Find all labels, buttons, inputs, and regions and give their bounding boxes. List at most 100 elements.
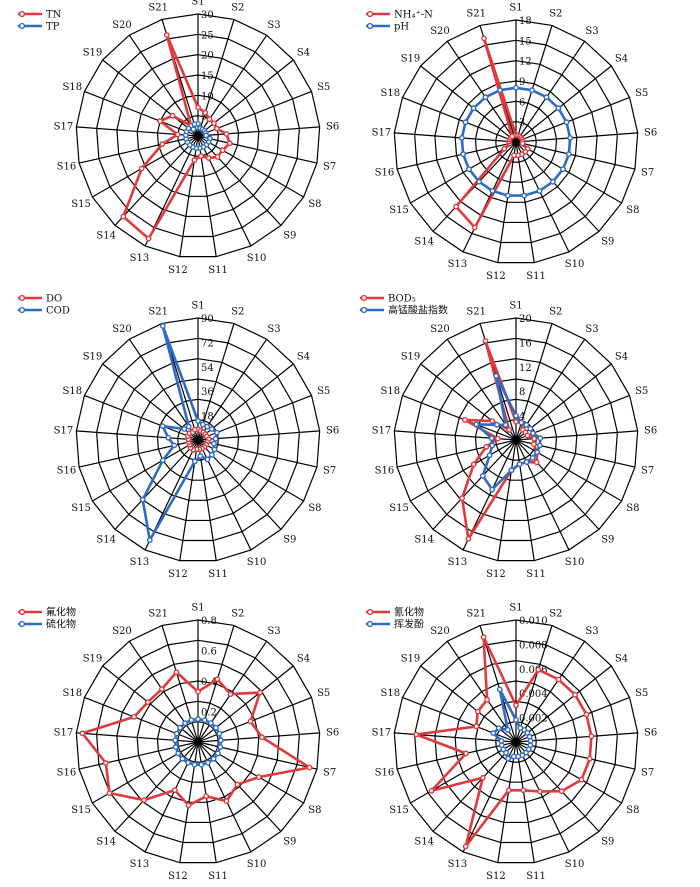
category-label-S13: S13: [448, 259, 468, 270]
radial-tick-label: 8: [519, 387, 525, 398]
data-point-高锰酸盐指数-S2: [518, 419, 525, 426]
spoke: [402, 696, 517, 743]
category-label-S10: S10: [565, 557, 585, 568]
category-label-S16: S16: [375, 768, 395, 779]
series-line-硫化物: [173, 717, 223, 766]
data-point-氟化物-S1: [195, 688, 201, 695]
spoke: [515, 141, 600, 232]
data-point-硫化物-S2: [201, 717, 208, 723]
category-label-S20: S20: [112, 324, 132, 335]
radial-tick-label: 30: [201, 10, 214, 21]
spoke: [515, 141, 636, 170]
data-point-BOD₅-S6: [531, 435, 538, 442]
data-point-氰化物-S15: [428, 787, 435, 794]
data-point-BOD₅-S16: [483, 443, 490, 450]
category-label-S9: S9: [601, 535, 614, 546]
radial-tick-label: 0.008: [519, 640, 548, 651]
data-point-硫化物-S18: [173, 730, 180, 737]
data-point-pH-S1: [513, 84, 519, 91]
category-label-S19: S19: [83, 653, 103, 664]
legend-label-硫化物: 硫化物: [46, 618, 76, 631]
grid-ring: [454, 680, 578, 803]
data-point-高锰酸盐指数-S19: [493, 421, 500, 428]
spoke: [197, 338, 268, 441]
category-label-S16: S16: [375, 466, 395, 477]
category-label-S7: S7: [323, 162, 336, 173]
category-label-S7: S7: [641, 466, 654, 477]
spoke: [462, 141, 517, 253]
spoke: [432, 141, 517, 232]
data-point-BOD₅-S7: [530, 441, 537, 447]
radial-tick-label: 0.4: [201, 677, 217, 688]
category-label-S18: S18: [381, 386, 401, 397]
data-point-硫化物-S8: [214, 750, 221, 757]
data-point-氰化物-S14: [479, 774, 486, 781]
category-label-S2: S2: [549, 307, 562, 318]
category-label-S9: S9: [601, 837, 614, 848]
data-point-高锰酸盐指数-S1: [513, 412, 519, 419]
category-label-S4: S4: [615, 653, 628, 664]
spoke: [197, 439, 217, 561]
category-label-S11: S11: [208, 265, 228, 276]
grid-ring: [454, 80, 578, 203]
category-label-S12: S12: [486, 871, 506, 882]
category-label-S21: S21: [466, 307, 486, 318]
data-point-pH-S16: [460, 151, 466, 158]
data-point-挥发酚-S21: [496, 686, 503, 693]
data-point-高锰酸盐指数-S13: [489, 486, 496, 493]
data-point-NH₄⁺-N-S21: [481, 35, 487, 42]
data-point-BOD₅-S5: [524, 432, 531, 439]
data-point-氰化物-S13: [462, 843, 469, 850]
grid-ring: [96, 337, 300, 542]
legend-label-BOD₅: BOD₅: [388, 294, 416, 305]
data-point-TN-S21: [163, 32, 170, 38]
data-point-氰化物-S21: [480, 634, 487, 640]
data-point-硫化物-S3: [207, 720, 214, 726]
grid-ring: [495, 419, 537, 461]
data-point-高锰酸盐指数-S3: [523, 421, 530, 428]
category-label-S15: S15: [389, 205, 409, 216]
radial-tick-label: 15: [201, 71, 214, 82]
data-point-TN-S18: [157, 118, 164, 125]
data-point-BOD₅-S20: [506, 426, 512, 433]
radial-tick-label: 90: [201, 314, 214, 325]
category-label-S21: S21: [148, 609, 168, 620]
data-point-氟化物-S20: [158, 686, 165, 692]
category-label-S19: S19: [401, 53, 421, 64]
data-point-COD-S10: [204, 456, 211, 463]
legend-marker: [366, 10, 374, 18]
grid-ring: [414, 639, 618, 844]
category-label-S14: S14: [96, 231, 116, 242]
category-label-S12: S12: [168, 265, 188, 276]
legend-label-pH: pH: [394, 22, 409, 33]
category-label-S11: S11: [208, 569, 228, 580]
spoke: [396, 741, 517, 770]
grid-ring: [434, 358, 598, 522]
category-label-S1: S1: [191, 301, 204, 312]
data-point-pH-S13: [489, 187, 496, 194]
data-point-高锰酸盐指数-S16: [489, 442, 496, 449]
category-label-S12: S12: [168, 569, 188, 580]
category-label-S17: S17: [372, 425, 392, 436]
category-label-S6: S6: [644, 425, 657, 436]
spoke: [515, 40, 586, 143]
data-point-氰化物-S12: [505, 787, 512, 794]
data-point-COD-S1: [195, 418, 201, 424]
legend-marker: [18, 608, 26, 616]
data-point-氰化物-S11: [520, 787, 527, 794]
spoke: [515, 65, 612, 143]
data-point-BOD₅-S15: [470, 461, 477, 468]
data-point-高锰酸盐指数-S9: [529, 454, 536, 461]
data-point-氰化物-S6: [588, 733, 595, 740]
grid-ring: [177, 721, 219, 763]
spoke: [410, 741, 517, 804]
category-label-S8: S8: [308, 503, 321, 514]
grid-ring: [414, 337, 618, 542]
category-label-S18: S18: [63, 688, 83, 699]
category-label-S15: S15: [71, 805, 91, 816]
radial-tick-label: 6: [519, 97, 525, 108]
category-label-S15: S15: [389, 503, 409, 514]
data-point-硫化物-S9: [210, 755, 217, 762]
data-point-高锰酸盐指数-S5: [530, 430, 536, 437]
grid-ring: [434, 60, 598, 224]
